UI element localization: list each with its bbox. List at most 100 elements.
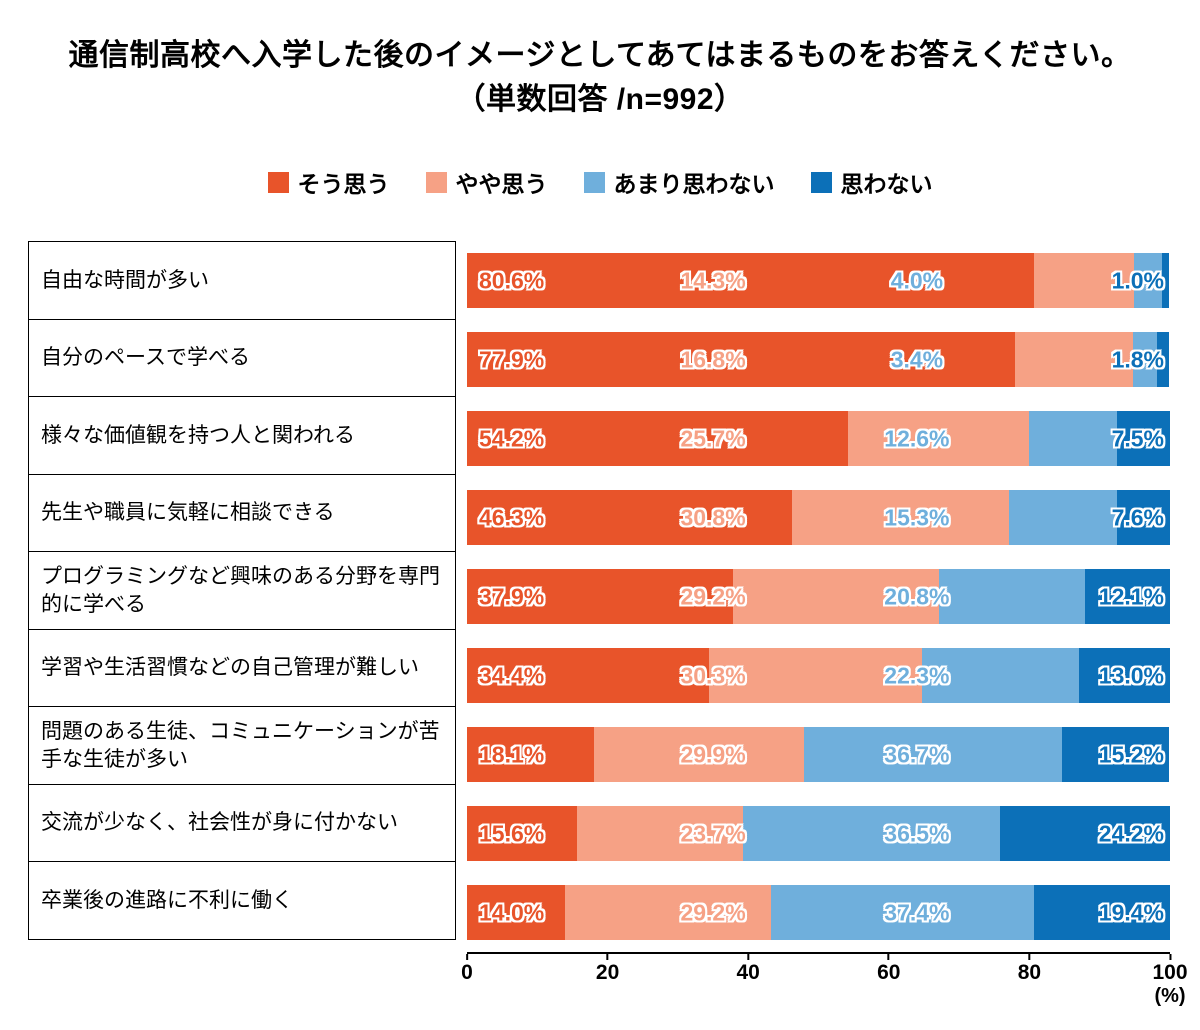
legend-swatch-icon: [425, 171, 447, 193]
stacked-bar-chart: 自由な時間が多い 自分のペースで学べる 様々な価値観を持つ人と関われる 先生や職員に気…: [28, 241, 1188, 1010]
bar-segment: [1134, 253, 1163, 308]
bar-row: 37.9% 29.2% 20.8% 12.1%: [467, 557, 1170, 636]
value-label: 3.4%: [890, 346, 944, 372]
value-label: 12.6%: [884, 425, 950, 451]
bars-column: 80.6% 14.3% 4.0% 1.0% 77.9% 16.8% 3.4% 1.8% 54.2…: [461, 241, 1188, 1010]
legend-item-label: あまり思わない: [613, 171, 775, 197]
stacked-bar: [467, 648, 1170, 703]
bar-row: 18.1% 29.9% 36.7% 15.2%: [467, 715, 1170, 794]
value-label: 14.0%: [479, 899, 545, 925]
legend-item-label: やや思う: [455, 171, 548, 197]
bar-segment: [1009, 490, 1117, 545]
x-axis-tick: 60: [877, 954, 900, 985]
bar-segment: [576, 806, 744, 861]
bar-segment: [467, 411, 849, 466]
legend-item-3: あまり思わない: [583, 165, 775, 199]
legend-item-4: 思わない: [810, 165, 933, 199]
value-label: 30.3%: [680, 662, 746, 688]
bar-segment: [1028, 411, 1118, 466]
value-label: 13.0%: [1098, 662, 1164, 688]
tick-label: 20: [595, 961, 620, 984]
category-label: 自由な時間が多い: [28, 241, 456, 320]
tick-label: 60: [877, 961, 901, 984]
value-label: 36.5%: [884, 820, 950, 846]
value-label: 29.2%: [680, 899, 746, 925]
value-label: 30.8%: [680, 504, 746, 530]
category-label: 様々な価値観を持つ人と関われる: [28, 396, 456, 475]
x-axis-tick: 80: [1018, 954, 1041, 985]
bar-segment: [1033, 253, 1135, 308]
bar-segment: [467, 332, 1015, 387]
category-label: 卒業後の進路に不利に働く: [28, 861, 456, 940]
bar-segment: [1033, 885, 1170, 940]
bar-segment: [770, 885, 1034, 940]
stacked-bar: [467, 411, 1170, 466]
category-label: 自分のペースで学べる: [28, 318, 456, 398]
x-axis-tick: 0: [461, 954, 473, 985]
value-label: 16.8%: [680, 346, 746, 372]
category-label: 先生や職員に気軽に相談できる: [28, 473, 456, 553]
legend: そう思う やや思う あまり思わない 思わない: [0, 165, 1200, 199]
value-label: 1.0%: [1111, 267, 1164, 293]
category-label: プログラミングなど興味のある分野を専門的に学べる: [28, 551, 456, 630]
tick-mark: [1168, 954, 1171, 960]
value-label: 37.9%: [479, 583, 545, 609]
x-axis-tick: 20: [596, 954, 619, 985]
value-label: 14.3%: [680, 267, 746, 293]
tick-label: 100: [1152, 961, 1188, 984]
tick-mark: [887, 954, 890, 960]
value-label: 22.3%: [884, 662, 950, 688]
bar-segment: [1117, 411, 1170, 466]
x-axis-tick: 40: [737, 954, 760, 985]
value-label: 34.4%: [479, 662, 545, 688]
tick-mark: [466, 954, 468, 960]
legend-item-1: そう思う: [267, 165, 390, 199]
bar-segment: [938, 569, 1085, 624]
bar-segment: [467, 727, 595, 782]
bar-row: 77.9% 16.8% 3.4% 1.8%: [467, 320, 1170, 399]
bar-segment: [467, 253, 1034, 308]
bar-segment: [708, 648, 922, 703]
value-label: 46.3%: [479, 504, 545, 530]
x-axis-unit-label: (%): [1154, 985, 1186, 1007]
value-label: 80.6%: [479, 267, 545, 293]
value-label: 36.7%: [884, 741, 950, 767]
bar-segment: [1156, 332, 1170, 387]
x-axis-tick: 100: [1152, 954, 1188, 985]
bar-segment: [1014, 332, 1133, 387]
legend-item-label: そう思う: [297, 171, 390, 197]
stacked-bar: [467, 885, 1170, 940]
value-label: 18.1%: [479, 741, 545, 767]
bars-area: 80.6% 14.3% 4.0% 1.0% 77.9% 16.8% 3.4% 1.8% 54.2…: [467, 241, 1170, 952]
category-label: 交流が少なく、社会性が身に付かない: [28, 783, 456, 863]
value-label: 12.1%: [1098, 583, 1164, 609]
tick-mark: [747, 954, 750, 960]
value-label: 7.5%: [1111, 425, 1164, 451]
value-label: 29.9%: [680, 741, 746, 767]
category-column: 自由な時間が多い 自分のペースで学べる 様々な価値観を持つ人と関われる 先生や職員に気…: [28, 241, 456, 1010]
bar-segment: [792, 490, 1009, 545]
bar-segment: [1162, 253, 1170, 308]
legend-swatch-icon: [810, 171, 832, 193]
category-label: 問題のある生徒、コミュニケーションが苦手な生徒が多い: [28, 706, 456, 785]
value-label: 54.2%: [479, 425, 545, 451]
bar-row: 80.6% 14.3% 4.0% 1.0%: [467, 241, 1170, 320]
tick-mark: [1028, 954, 1031, 960]
legend-swatch-icon: [267, 171, 289, 193]
tick-label: 40: [736, 961, 760, 984]
bar-segment: [1078, 648, 1170, 703]
bar-segment: [1116, 490, 1170, 545]
value-label: 24.2%: [1098, 820, 1164, 846]
bar-row: 54.2% 25.7% 12.6% 7.5%: [467, 399, 1170, 478]
value-label: 15.2%: [1098, 741, 1164, 767]
bar-segment: [467, 569, 734, 624]
stacked-bar: [467, 806, 1170, 861]
stacked-bar: [467, 332, 1170, 387]
stacked-bar: [467, 569, 1170, 624]
stacked-bar: [467, 490, 1170, 545]
bar-row: 14.0% 29.2% 37.4% 19.4%: [467, 873, 1170, 952]
bar-segment: [921, 648, 1079, 703]
bar-segment: [733, 569, 939, 624]
stacked-bar: [467, 253, 1170, 308]
